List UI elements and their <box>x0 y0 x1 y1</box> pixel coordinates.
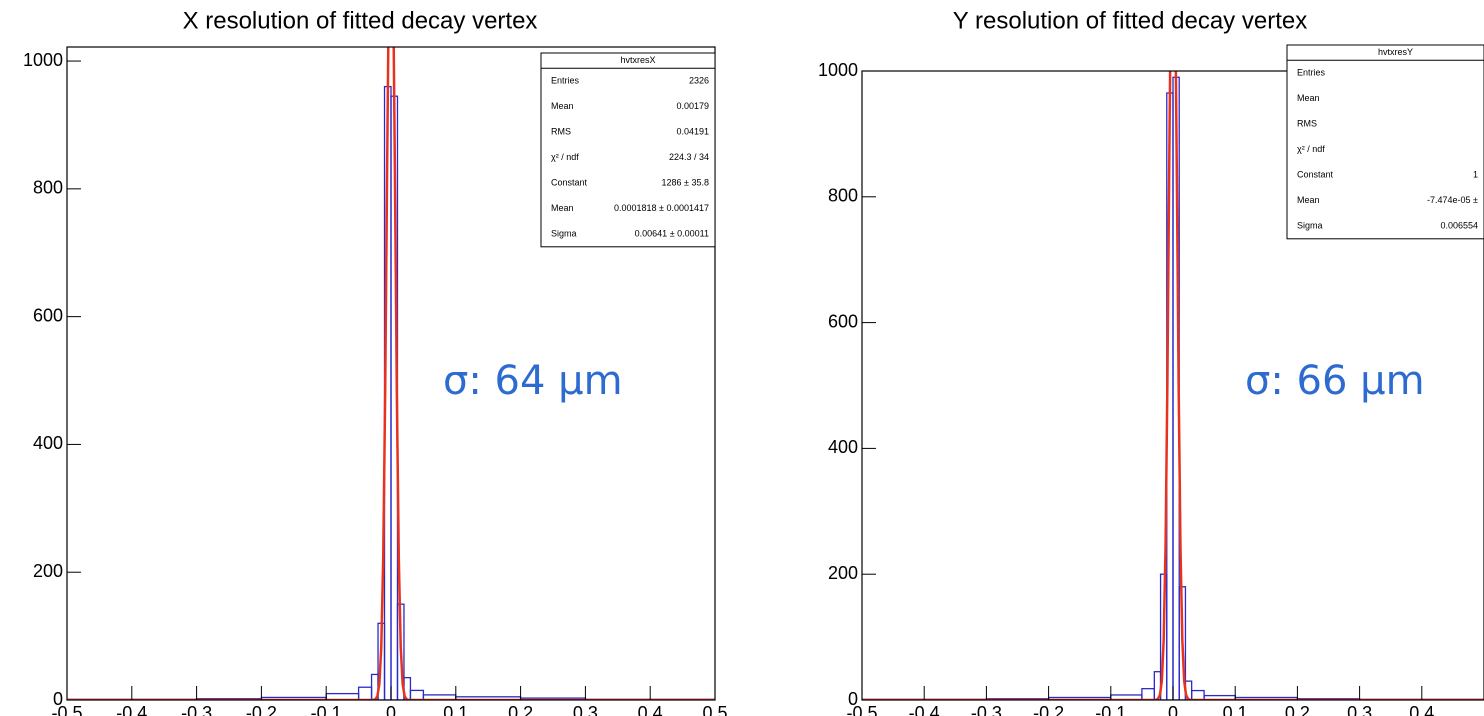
stats-label: RMS <box>1297 118 1317 128</box>
stats-value: 0.0001818 ± 0.0001417 <box>614 203 709 213</box>
x-tick-label: -0.3 <box>181 703 212 716</box>
y-tick-label: 800 <box>33 178 63 198</box>
x-tick-label: -0.1 <box>311 703 342 716</box>
y-tick-label: 1000 <box>818 60 858 80</box>
stats-box <box>540 52 716 248</box>
stats-value: 224.3 / 34 <box>669 152 709 162</box>
stats-label: Mean <box>551 203 574 213</box>
stats-value: 0.00641 ± 0.00011 <box>635 228 709 238</box>
y-tick-label: 600 <box>33 305 63 325</box>
stats-label: Entries <box>1297 67 1326 77</box>
y-tick-label: 400 <box>33 433 63 453</box>
x-tick-label: 0.2 <box>1285 703 1310 716</box>
y-tick-label: 800 <box>828 186 858 206</box>
x-tick-label: 0 <box>386 703 396 716</box>
stats-label: χ² / ndf <box>551 152 579 162</box>
y-tick-label: 1000 <box>23 50 63 70</box>
x-tick-label: 0 <box>1168 703 1178 716</box>
histogram-bar <box>1191 689 1205 700</box>
annotation: σ: 66 μm <box>1245 358 1425 404</box>
y-tick-label: 0 <box>53 689 63 709</box>
y-tick-label: 0 <box>848 689 858 709</box>
x-tick-label: -0.1 <box>1095 703 1126 716</box>
stats-label: χ² / ndf <box>1297 144 1325 154</box>
fit-curve <box>67 47 715 700</box>
x-tick-label: 0.3 <box>1347 703 1372 716</box>
x-tick-label: -0.5 <box>51 703 82 716</box>
stats-value: 0.006554 <box>1440 220 1478 230</box>
x-tick-label: 0.4 <box>1409 703 1434 716</box>
y-tick-label: 600 <box>828 311 858 331</box>
x-tick-label: 0.3 <box>573 703 598 716</box>
x-tick-label: 0.2 <box>508 703 533 716</box>
stats-value: 0.00179 <box>676 101 709 111</box>
stats-value: -7.474e-05 ± <box>1427 195 1478 205</box>
stats-label: Mean <box>1297 93 1320 103</box>
stats-title: hvtxresY <box>1378 47 1413 57</box>
stats-box <box>1286 44 1484 240</box>
y-tick-label: 400 <box>828 437 858 457</box>
x-tick-label: -0.4 <box>116 703 147 716</box>
stats-value: 1286 ± 35.8 <box>662 177 709 187</box>
stats-title: hvtxresX <box>620 55 655 65</box>
x-tick-label: -0.2 <box>1033 703 1064 716</box>
y-tick-label: 200 <box>828 563 858 583</box>
chart-title: Y resolution of fitted decay vertex <box>953 7 1307 34</box>
stats-label: Sigma <box>1297 220 1323 230</box>
histogram-bar <box>409 689 425 700</box>
x-tick-label: 0.1 <box>443 703 468 716</box>
x-tick-label: -0.4 <box>909 703 940 716</box>
x-tick-label: 0.4 <box>638 703 663 716</box>
y-tick-label: 200 <box>33 561 63 581</box>
fit-curve <box>862 71 1484 700</box>
stats-value: 1 <box>1473 169 1478 179</box>
stats-label: RMS <box>551 126 571 136</box>
stats-label: Mean <box>551 101 574 111</box>
histogram-bar <box>357 686 373 700</box>
x-tick-label: 0.1 <box>1223 703 1248 716</box>
stats-value: 2326 <box>689 75 709 85</box>
x-tick-label: -0.5 <box>846 703 877 716</box>
stats-label: Mean <box>1297 195 1320 205</box>
x-tick-label: -0.2 <box>246 703 277 716</box>
histogram-bar <box>1141 688 1155 700</box>
x-tick-label: -0.3 <box>971 703 1002 716</box>
stats-label: Constant <box>551 177 588 187</box>
stats-value: 0.04191 <box>676 126 709 136</box>
annotation: σ: 64 μm <box>443 358 623 404</box>
stats-label: Entries <box>551 75 580 85</box>
stats-label: Constant <box>1297 169 1334 179</box>
stats-label: Sigma <box>551 228 577 238</box>
chart-title: X resolution of fitted decay vertex <box>183 7 538 34</box>
x-tick-label: 0.5 <box>702 703 727 716</box>
